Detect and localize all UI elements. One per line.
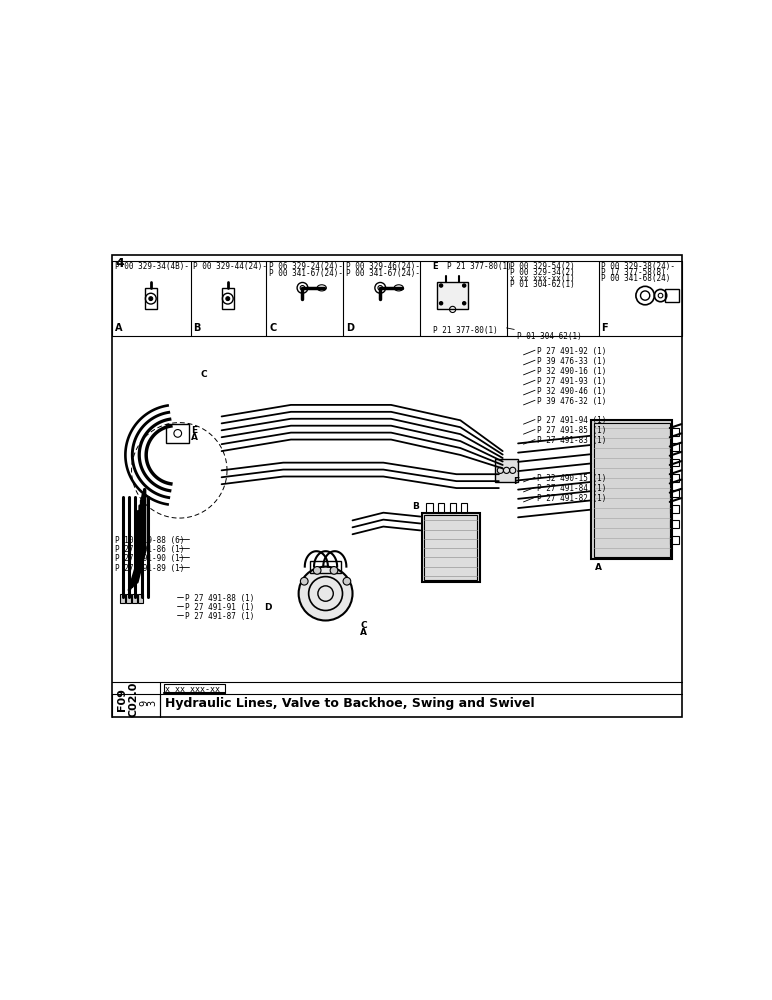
Circle shape bbox=[300, 577, 308, 585]
Circle shape bbox=[330, 567, 338, 574]
Circle shape bbox=[439, 284, 442, 287]
Text: P 27 491-88 (1): P 27 491-88 (1) bbox=[185, 594, 254, 603]
Text: 9: 9 bbox=[140, 700, 150, 706]
Bar bbox=[591, 420, 672, 559]
Text: P 00 329-34(4B)-: P 00 329-34(4B)- bbox=[115, 262, 189, 271]
Text: P 00 341-67(24)-: P 00 341-67(24)- bbox=[269, 269, 344, 278]
Text: P 27 491-85 (1): P 27 491-85 (1) bbox=[537, 426, 607, 435]
Text: P 00 341-67(24)-: P 00 341-67(24)- bbox=[347, 269, 421, 278]
Circle shape bbox=[226, 297, 230, 301]
Text: B: B bbox=[412, 502, 419, 511]
Bar bbox=[426, 503, 432, 513]
Text: A: A bbox=[361, 628, 367, 637]
Circle shape bbox=[299, 567, 353, 620]
Circle shape bbox=[313, 567, 321, 574]
Text: P 27 491-86 (1): P 27 491-86 (1) bbox=[115, 545, 185, 554]
Circle shape bbox=[462, 302, 466, 305]
Text: A: A bbox=[191, 433, 198, 442]
Text: P 27 491-90 (1): P 27 491-90 (1) bbox=[115, 554, 185, 563]
Circle shape bbox=[462, 284, 466, 287]
Text: Hydraulic Lines, Valve to Backhoe, Swing and Swivel: Hydraulic Lines, Valve to Backhoe, Swing… bbox=[165, 697, 535, 710]
Text: P 00 329-34(2): P 00 329-34(2) bbox=[510, 268, 574, 277]
Bar bbox=[670, 428, 679, 436]
Text: E: E bbox=[191, 426, 197, 435]
Text: P 32 490-16 (1): P 32 490-16 (1) bbox=[537, 367, 607, 376]
Text: x xx xxx-xx(1): x xx xxx-xx(1) bbox=[510, 274, 574, 283]
Text: D: D bbox=[347, 323, 354, 333]
Bar bbox=[461, 503, 467, 513]
Circle shape bbox=[343, 577, 350, 585]
Text: C: C bbox=[269, 323, 276, 333]
Text: E: E bbox=[432, 262, 438, 271]
Text: A: A bbox=[595, 563, 602, 572]
Text: P 27 491-87 (1): P 27 491-87 (1) bbox=[185, 612, 254, 621]
Text: 4: 4 bbox=[115, 257, 124, 270]
Text: P 39 476-33 (1): P 39 476-33 (1) bbox=[537, 357, 607, 366]
Text: D: D bbox=[264, 603, 272, 612]
Text: P 00 329-54(2): P 00 329-54(2) bbox=[510, 262, 574, 271]
Bar bbox=[422, 513, 479, 582]
Bar bbox=[665, 289, 679, 302]
Bar bbox=[164, 684, 225, 693]
Text: C02.0: C02.0 bbox=[128, 681, 138, 717]
Bar bbox=[144, 288, 157, 309]
Text: P 01 304-62(1): P 01 304-62(1) bbox=[510, 280, 574, 289]
Text: C: C bbox=[361, 620, 367, 630]
Bar bbox=[120, 594, 124, 603]
Text: P 00 329-38(24)-: P 00 329-38(24)- bbox=[601, 262, 676, 271]
Text: P 27 491-84 (1): P 27 491-84 (1) bbox=[537, 484, 607, 493]
Circle shape bbox=[439, 302, 442, 305]
Bar bbox=[438, 503, 444, 513]
Text: P 27 491-93 (1): P 27 491-93 (1) bbox=[537, 377, 607, 386]
Bar bbox=[132, 594, 137, 603]
Text: C: C bbox=[201, 370, 208, 379]
Text: P 00 341-68(24): P 00 341-68(24) bbox=[601, 274, 671, 283]
Bar bbox=[112, 255, 682, 717]
Text: P 10 319-88 (6): P 10 319-88 (6) bbox=[115, 536, 185, 545]
Bar bbox=[670, 536, 679, 544]
Text: F09: F09 bbox=[117, 688, 127, 711]
Text: F: F bbox=[513, 477, 519, 486]
Bar bbox=[670, 459, 679, 466]
Bar bbox=[166, 424, 189, 443]
Bar bbox=[424, 515, 477, 580]
Text: F: F bbox=[601, 323, 608, 333]
Bar bbox=[670, 474, 679, 482]
Bar bbox=[670, 490, 679, 497]
Text: x xx xxx-xx: x xx xxx-xx bbox=[165, 685, 221, 694]
Bar bbox=[310, 561, 341, 573]
Text: P 21 377-80(1): P 21 377-80(1) bbox=[447, 262, 512, 271]
Text: P 17 377-58(8): P 17 377-58(8) bbox=[601, 268, 666, 277]
Bar bbox=[670, 505, 679, 513]
Bar bbox=[126, 594, 130, 603]
Bar bbox=[495, 459, 518, 482]
Text: P 21 377-80(1): P 21 377-80(1) bbox=[432, 326, 497, 335]
Bar bbox=[594, 423, 670, 557]
Text: P 27 491-83 (1): P 27 491-83 (1) bbox=[537, 436, 607, 445]
Text: P 27 491-92 (1): P 27 491-92 (1) bbox=[537, 347, 607, 356]
Bar bbox=[437, 282, 468, 309]
Bar bbox=[138, 594, 143, 603]
Bar bbox=[449, 503, 455, 513]
Bar bbox=[670, 520, 679, 528]
Text: B: B bbox=[193, 323, 201, 333]
Text: A: A bbox=[115, 323, 123, 333]
Bar bbox=[670, 443, 679, 451]
Text: P 01 304-62(1): P 01 304-62(1) bbox=[517, 332, 582, 341]
Text: P 27 491-94 (1): P 27 491-94 (1) bbox=[537, 416, 607, 425]
Text: P 32 490-46 (1): P 32 490-46 (1) bbox=[537, 387, 607, 396]
Text: P 00 329-44(24)-: P 00 329-44(24)- bbox=[193, 262, 267, 271]
Text: 3: 3 bbox=[147, 700, 157, 706]
Text: P 32 490-15 (1): P 32 490-15 (1) bbox=[537, 474, 607, 483]
Text: P 27 491-82 (1): P 27 491-82 (1) bbox=[537, 494, 607, 503]
Bar bbox=[222, 288, 234, 309]
Text: P 27 491-89 (1): P 27 491-89 (1) bbox=[115, 564, 185, 573]
Text: P 00 329-46(24)-: P 00 329-46(24)- bbox=[347, 262, 421, 271]
Circle shape bbox=[149, 297, 153, 301]
Text: P 39 476-32 (1): P 39 476-32 (1) bbox=[537, 397, 607, 406]
Text: P 27 491-91 (1): P 27 491-91 (1) bbox=[185, 603, 254, 612]
Text: P 06 329-24(24)-: P 06 329-24(24)- bbox=[269, 262, 344, 271]
